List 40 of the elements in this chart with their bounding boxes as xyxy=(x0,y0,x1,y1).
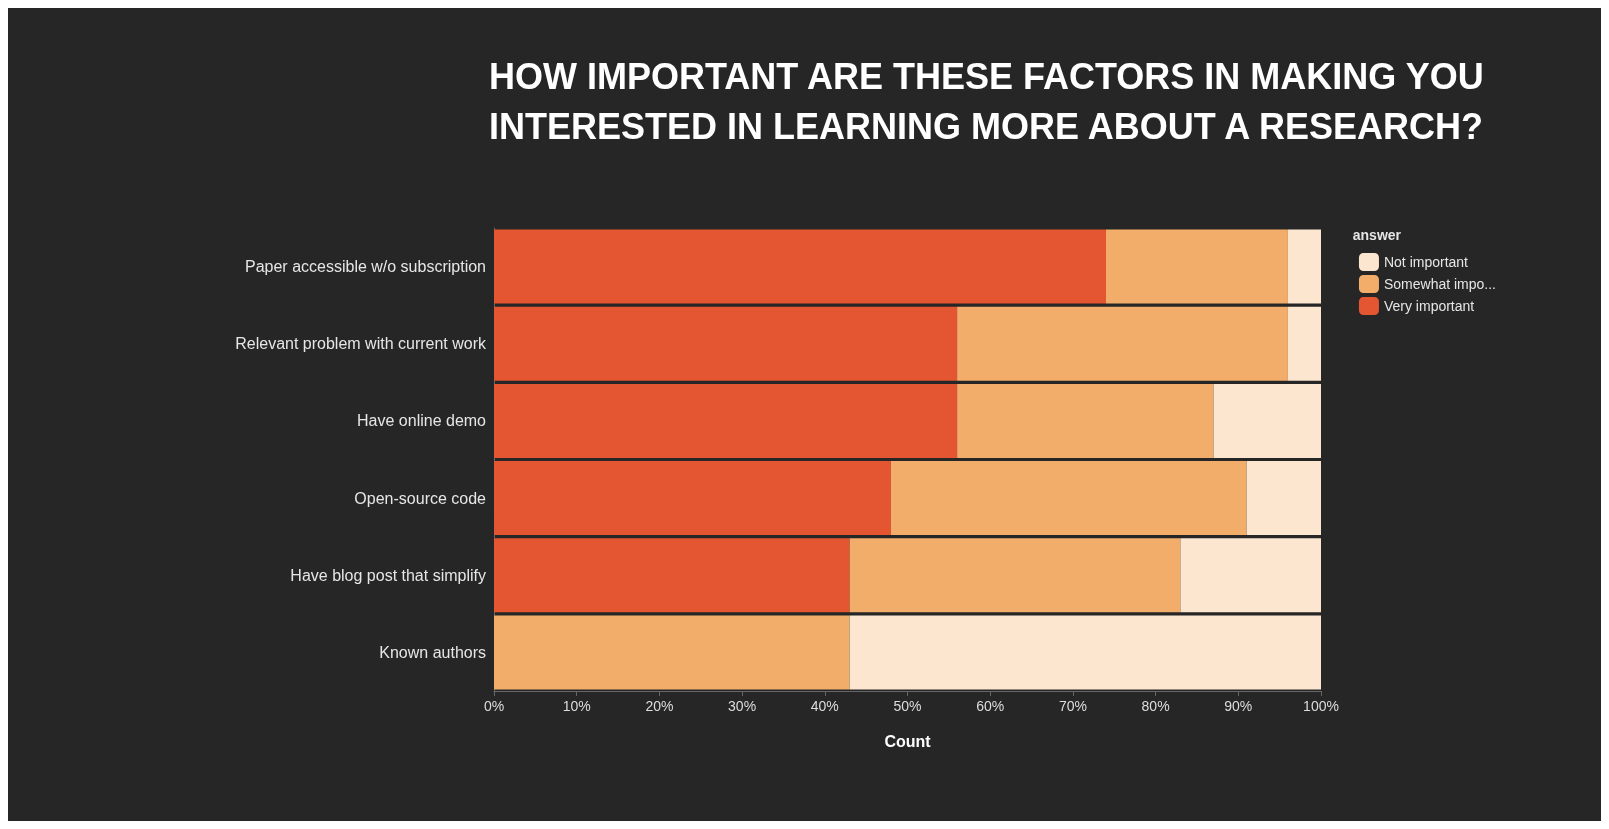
bar xyxy=(1246,461,1321,536)
bar xyxy=(494,615,850,690)
x-tick-label: 0% xyxy=(483,698,505,714)
bar xyxy=(849,615,1321,690)
bar xyxy=(1105,229,1288,304)
y-tick-label: Open-source code xyxy=(354,489,487,507)
x-tick-label: 60% xyxy=(976,698,1005,714)
bar xyxy=(1287,229,1321,304)
y-tick-label: Relevant problem with current work xyxy=(235,335,487,353)
bar xyxy=(849,538,1181,613)
x-tick-label: 80% xyxy=(1141,698,1170,714)
x-tick-label: 30% xyxy=(728,698,757,714)
y-tick-label: Known authors xyxy=(379,643,486,661)
bar xyxy=(494,538,850,613)
bar xyxy=(890,461,1247,536)
y-tick-label: Have online demo xyxy=(357,412,487,430)
x-tick-label: 90% xyxy=(1224,698,1253,714)
x-tick-label: 10% xyxy=(562,698,591,714)
bar xyxy=(494,306,958,381)
bar xyxy=(1287,306,1321,381)
x-axis-title: Count xyxy=(884,732,932,750)
legend-label: Not important xyxy=(1383,254,1469,270)
legend-title: answer xyxy=(1352,227,1402,243)
y-tick-label: Paper accessible w/o subscription xyxy=(244,258,486,276)
bar xyxy=(494,461,891,536)
legend-label: Somewhat impo... xyxy=(1383,276,1497,292)
x-tick-label: 100% xyxy=(1303,698,1339,714)
bar xyxy=(494,229,1106,304)
x-tick-label: 70% xyxy=(1058,698,1087,714)
bar xyxy=(1180,538,1321,613)
bar xyxy=(957,383,1214,458)
bar xyxy=(1213,383,1321,458)
legend-label: Very important xyxy=(1383,298,1475,314)
x-tick-label: 40% xyxy=(810,698,839,714)
chart-title: HOW IMPORTANT ARE THESE FACTORS IN MAKING YOU INTERESTED IN LEARNING MORE ABOUT A RESEARCH? xyxy=(489,55,1484,147)
x-tick-label: 20% xyxy=(645,698,674,714)
x-tick-label: 50% xyxy=(893,698,922,714)
bar xyxy=(494,383,958,458)
y-tick-label: Have blog post that simplify xyxy=(290,566,486,584)
bar xyxy=(957,306,1288,381)
